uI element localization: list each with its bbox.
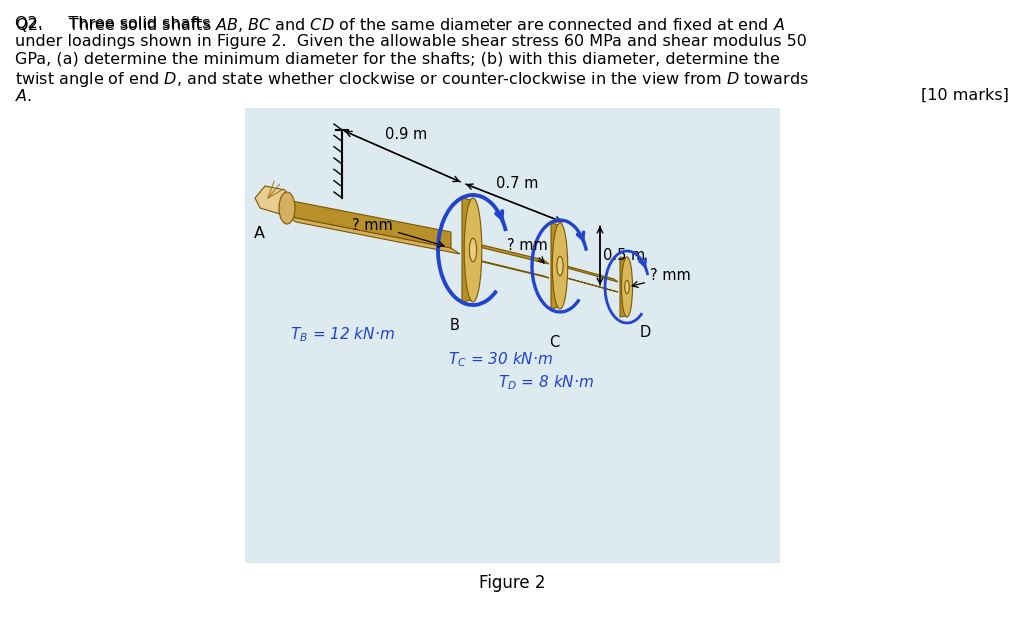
FancyBboxPatch shape [245,108,780,563]
Text: Q2.     Three solid shafts: Q2. Three solid shafts [15,16,215,31]
Text: under loadings shown in Figure 2.  Given the allowable shear stress 60 MPa and s: under loadings shown in Figure 2. Given … [15,34,807,49]
Polygon shape [620,257,626,317]
Text: ? mm: ? mm [352,218,444,247]
Text: $\mathit{A}$.: $\mathit{A}$. [15,88,32,104]
Text: D: D [640,325,651,340]
Text: B: B [451,318,460,333]
Text: Figure 2: Figure 2 [479,574,545,592]
Polygon shape [563,277,618,292]
Polygon shape [255,186,290,214]
Text: [10 marks]: [10 marks] [922,88,1009,103]
Text: ? mm: ? mm [632,269,691,287]
Ellipse shape [625,280,630,293]
Polygon shape [287,200,451,248]
Text: C: C [549,335,559,350]
Text: T$_C$ = 30 kN·m: T$_C$ = 30 kN·m [449,351,553,369]
Ellipse shape [622,257,633,317]
Polygon shape [287,216,460,254]
Text: 0.5 m: 0.5 m [603,248,645,262]
Text: GPa, (a) determine the minimum diameter for the shafts; (b) with this diameter, : GPa, (a) determine the minimum diameter … [15,52,780,67]
Text: A: A [254,225,265,241]
Text: ? mm: ? mm [507,238,548,263]
Text: 0.7 m: 0.7 m [496,176,539,191]
Ellipse shape [469,239,476,262]
Ellipse shape [557,256,563,276]
Text: Q2.     Three solid shafts $\mathit{AB}$, $\mathit{BC}$ and $\mathit{CD}$ of the: Q2. Three solid shafts $\mathit{AB}$, $\… [15,16,784,34]
Polygon shape [478,260,549,278]
Text: T$_D$ = 8 kN·m: T$_D$ = 8 kN·m [498,374,594,392]
Polygon shape [462,198,471,302]
Text: T$_B$ = 12 kN·m: T$_B$ = 12 kN·m [290,325,395,345]
Ellipse shape [279,192,295,224]
Ellipse shape [464,198,482,302]
Polygon shape [563,265,618,282]
Polygon shape [478,244,549,264]
Ellipse shape [552,223,567,309]
Text: 0.9 m: 0.9 m [385,127,427,142]
Text: twist angle of end $\mathit{D}$, and state whether clockwise or counter-clockwis: twist angle of end $\mathit{D}$, and sta… [15,70,809,89]
Polygon shape [551,223,559,309]
